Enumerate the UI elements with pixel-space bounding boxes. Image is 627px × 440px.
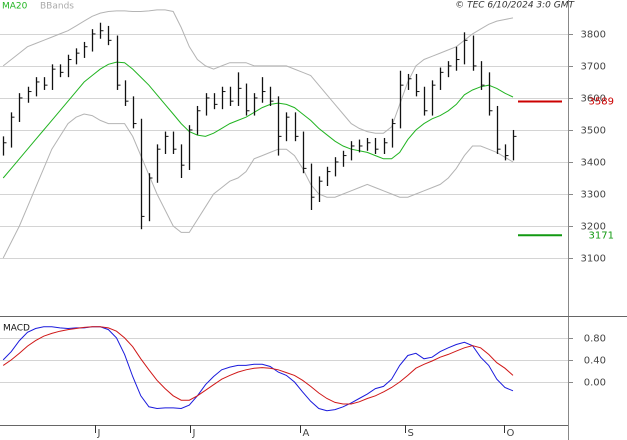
timestamp: © TEC 6/10/2024 3:0 GMT [455, 1, 575, 11]
y-tick-label: 3200 [581, 222, 606, 233]
y-tick-label: 3600 [581, 94, 606, 105]
y-tick-label: 3100 [581, 254, 606, 265]
y-tick-label: 0.00 [584, 378, 606, 389]
y-tick-label: 3300 [581, 190, 606, 201]
y-tick-label: 0.80 [584, 334, 606, 345]
series-line [2, 9, 514, 134]
level-label: 3589 [589, 96, 614, 107]
y-tick-label: 3700 [581, 62, 606, 73]
y-tick-label: 3400 [581, 158, 606, 169]
macd-title: MACD [3, 324, 30, 334]
x-tick-label: O [507, 428, 515, 439]
x-tick-label: J [97, 428, 101, 439]
y-tick-label: 3800 [581, 30, 606, 41]
series-line [2, 113, 514, 259]
legend-bbands: BBands [40, 2, 74, 12]
y-tick-label: 3500 [581, 126, 606, 137]
level-label: 3171 [589, 230, 614, 241]
x-tick-label: S [408, 428, 414, 439]
x-tick-label: J [192, 428, 196, 439]
x-tick-label: A [303, 428, 310, 439]
macd-line [2, 326, 514, 405]
series-line [2, 61, 514, 179]
legend-ma: MA20 [2, 2, 28, 12]
y-tick-label: 0.40 [584, 356, 606, 367]
